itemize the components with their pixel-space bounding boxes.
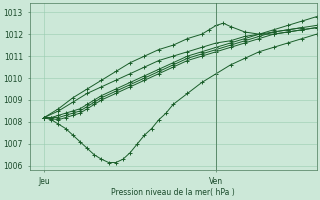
X-axis label: Pression niveau de la mer( hPa ): Pression niveau de la mer( hPa ) (111, 188, 235, 197)
